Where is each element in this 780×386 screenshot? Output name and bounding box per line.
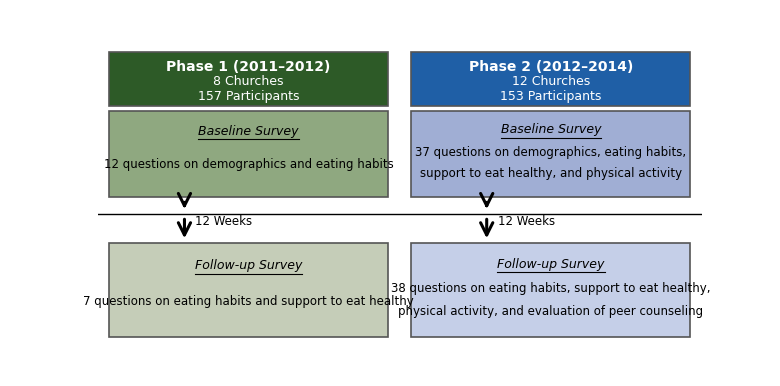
Text: 157 Participants: 157 Participants xyxy=(198,90,300,103)
Text: 12 questions on demographics and eating habits: 12 questions on demographics and eating … xyxy=(104,158,393,171)
FancyBboxPatch shape xyxy=(109,111,388,197)
Text: Baseline Survey: Baseline Survey xyxy=(198,125,299,138)
FancyBboxPatch shape xyxy=(411,244,690,337)
Text: 37 questions on demographics, eating habits,: 37 questions on demographics, eating hab… xyxy=(415,146,686,159)
Text: Baseline Survey: Baseline Survey xyxy=(501,124,601,137)
FancyBboxPatch shape xyxy=(411,111,690,197)
FancyBboxPatch shape xyxy=(109,52,388,107)
Text: 38 questions on eating habits, support to eat healthy,: 38 questions on eating habits, support t… xyxy=(391,282,711,295)
Text: 12 Churches: 12 Churches xyxy=(512,75,590,88)
Text: Follow-up Survey: Follow-up Survey xyxy=(195,259,303,273)
Text: 12 Weeks: 12 Weeks xyxy=(498,215,555,228)
Text: 12 Weeks: 12 Weeks xyxy=(195,215,253,228)
Text: Phase 1 (2011–2012): Phase 1 (2011–2012) xyxy=(166,60,331,74)
Text: support to eat healthy, and physical activity: support to eat healthy, and physical act… xyxy=(420,167,682,179)
Text: 8 Churches: 8 Churches xyxy=(214,75,284,88)
FancyBboxPatch shape xyxy=(109,244,388,337)
Text: Follow-up Survey: Follow-up Survey xyxy=(497,257,604,271)
Text: 7 questions on eating habits and support to eat healthy: 7 questions on eating habits and support… xyxy=(83,295,414,308)
Text: 153 Participants: 153 Participants xyxy=(500,90,601,103)
Text: Phase 2 (2012–2014): Phase 2 (2012–2014) xyxy=(469,60,633,74)
Text: physical activity, and evaluation of peer counseling: physical activity, and evaluation of pee… xyxy=(399,305,704,318)
FancyBboxPatch shape xyxy=(411,52,690,107)
